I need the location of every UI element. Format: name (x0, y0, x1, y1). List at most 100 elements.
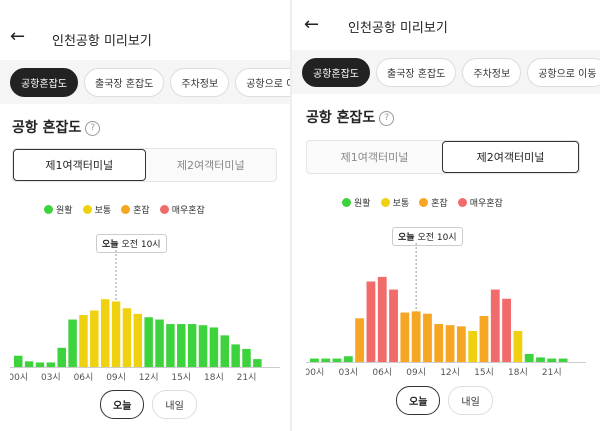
legend-dot-icon (121, 205, 131, 214)
bar-04시[interactable] (355, 318, 365, 362)
legend: 원활 보통 혼잡 매우혼잡 (342, 196, 503, 209)
bar-22시[interactable] (253, 359, 262, 367)
terminal2-button[interactable]: 제2여객터미널 (176, 159, 245, 172)
bar-05시[interactable] (366, 281, 376, 363)
today-button[interactable]: 오늘 (396, 386, 441, 415)
legend-dot-icon (457, 198, 467, 207)
bar-07시[interactable] (90, 310, 99, 368)
x-tick-label: 12시 (440, 367, 460, 378)
bar-08시[interactable] (400, 312, 410, 362)
bar-09시[interactable] (111, 301, 121, 367)
bar-17시[interactable] (198, 325, 208, 367)
tab-congestion[interactable]: 공항혼잡도 (302, 57, 370, 87)
x-tick-label: 06시 (74, 372, 94, 383)
bar-12시[interactable] (144, 317, 153, 367)
bar-07시[interactable] (389, 289, 398, 362)
divider (290, 0, 292, 431)
today-button[interactable]: 오늘 (100, 390, 145, 419)
legend-dot-icon (342, 198, 351, 207)
legend-label: 원활 (354, 199, 371, 209)
bar-21시[interactable] (242, 348, 251, 367)
x-tick-label: 03시 (41, 372, 61, 383)
legend-item-smooth: 원활 (342, 196, 371, 209)
legend-label: 원활 (56, 206, 73, 216)
x-tick-label: 21시 (237, 372, 257, 383)
legend-label: 매우혼잡 (469, 199, 503, 209)
bar-13시[interactable] (155, 319, 164, 367)
help-icon[interactable]: ? (85, 120, 101, 136)
bar-11시[interactable] (434, 324, 444, 362)
x-tick-label: 18시 (204, 372, 224, 383)
bar-11시[interactable] (133, 313, 143, 367)
back-arrow-icon[interactable]: ← (304, 14, 320, 35)
x-tick-label: 12시 (139, 372, 159, 383)
back-arrow-icon[interactable]: ← (10, 26, 26, 47)
bar-16시[interactable] (187, 324, 197, 367)
bar-17시[interactable] (502, 298, 511, 362)
tab-transport[interactable]: 공항으로 이동 (235, 67, 290, 97)
time-tooltip: 오늘 오전 10시 (392, 227, 463, 246)
bar-15시[interactable] (177, 324, 186, 367)
legend-dot-icon (159, 205, 169, 214)
tab-departure[interactable]: 출국장 혼잡도 (84, 67, 165, 97)
preview-panel-t2: ← 인천공항 미리보기 공항혼잡도 출국장 혼잡도 주차정보 공항으로 이동 공… (292, 0, 600, 431)
terminal-toggle: 제1여객터미널 제2여객터미널 (306, 140, 580, 174)
tomorrow-button[interactable]: 내일 (152, 390, 197, 419)
tab-departure[interactable]: 출국장 혼잡도 (376, 57, 457, 87)
bar-19시[interactable] (524, 353, 534, 362)
bar-00시[interactable] (14, 355, 23, 367)
bar-10시[interactable] (423, 313, 432, 362)
legend-item-verycrowded: 매우혼잡 (457, 196, 503, 209)
x-tick-label: 00시 (10, 372, 28, 383)
bar-06시[interactable] (377, 276, 387, 362)
tab-congestion[interactable]: 공항혼잡도 (10, 67, 78, 97)
tab-parking[interactable]: 주차정보 (170, 67, 230, 97)
bar-18시[interactable] (209, 327, 219, 367)
bar-03시[interactable] (46, 362, 56, 367)
terminal1-button[interactable]: 제1여객터미널 (13, 149, 146, 181)
x-tick-label: 09시 (406, 367, 426, 378)
bar-20시[interactable] (536, 357, 545, 362)
bar-10시[interactable] (122, 308, 132, 367)
bar-02시[interactable] (35, 362, 45, 367)
bar-03시[interactable] (343, 356, 353, 362)
bar-02시[interactable] (332, 358, 342, 362)
bar-21시[interactable] (547, 358, 557, 362)
bar-05시[interactable] (68, 319, 77, 367)
section-title-text: 공항 혼잡도 (306, 110, 376, 126)
bar-06시[interactable] (79, 315, 88, 367)
legend-item-crowded: 혼잡 (121, 203, 150, 216)
day-selector: 오늘 내일 (100, 390, 197, 419)
bar-13시[interactable] (456, 326, 466, 362)
bar-08시[interactable] (100, 299, 110, 367)
tomorrow-button[interactable]: 내일 (448, 386, 493, 415)
terminal2-button[interactable]: 제2여객터미널 (442, 141, 579, 173)
x-tick-label: 06시 (372, 367, 392, 378)
preview-panel-t1: ← 인천공항 미리보기 공항혼잡도 출국장 혼잡도 주차정보 공항으로 이동 공… (0, 0, 290, 431)
tab-transport[interactable]: 공항으로 이동 (527, 57, 600, 87)
x-tick-label: 00시 (306, 367, 324, 378)
tooltip-day: 오늘 (102, 240, 119, 250)
page-title: 인천공항 미리보기 (348, 21, 448, 36)
bar-20시[interactable] (231, 344, 240, 367)
section-title-text: 공항 혼잡도 (12, 120, 82, 136)
tooltip-time: 오전 10시 (121, 240, 161, 250)
bar-01시[interactable] (24, 361, 34, 367)
bar-19시[interactable] (220, 335, 229, 367)
bar-15시[interactable] (479, 316, 489, 362)
bar-16시[interactable] (490, 289, 500, 362)
bar-01시[interactable] (321, 358, 331, 362)
tab-parking[interactable]: 주차정보 (462, 57, 522, 87)
bar-18시[interactable] (513, 330, 523, 362)
bar-22시[interactable] (558, 358, 568, 362)
bar-14시[interactable] (468, 330, 478, 362)
bar-09시[interactable] (411, 311, 421, 362)
bar-00시[interactable] (310, 358, 319, 362)
help-icon[interactable]: ? (379, 110, 395, 126)
x-tick-label: 21시 (542, 367, 562, 378)
bar-14시[interactable] (166, 324, 175, 367)
bar-04시[interactable] (57, 347, 66, 367)
x-tick-label: 09시 (106, 372, 126, 383)
terminal1-button[interactable]: 제1여객터미널 (340, 151, 409, 164)
bar-12시[interactable] (445, 325, 455, 362)
